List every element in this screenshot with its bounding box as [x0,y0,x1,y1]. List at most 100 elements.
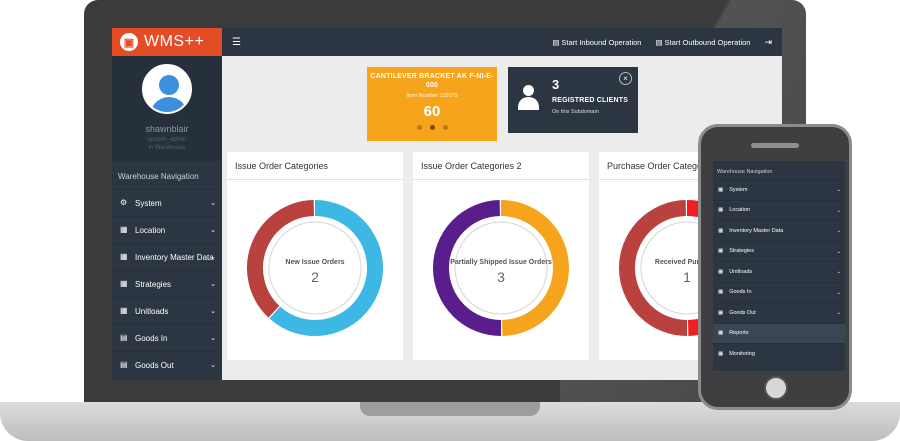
donut-chart: New Issue Orders 2 [247,200,383,336]
grid-icon: ▦ [120,306,128,315]
clients-card: 3 REGISTRED CLIENTS On this Subdomain × [508,67,638,133]
phone-nav-item-inventory-master-data[interactable]: ▦ Inventory Master Data ⌄ [713,220,845,241]
nav-icon: ▦ [718,330,724,337]
profile-warehouse: in Warehouse [148,145,186,151]
donut-center-value: 3 [497,269,505,285]
phone-nav-item-goods-out[interactable]: ▦ Goods Out ⌄ [713,302,845,323]
phone-nav-item-monitoring[interactable]: ▦ Monitoring [713,343,845,364]
phone-nav-item-goods-in[interactable]: ▦ Goods In ⌄ [713,281,845,303]
nav-icon: ▦ [718,289,724,296]
user-profile: shawnblair system_admin in Warehouse [112,56,222,161]
chevron-down-icon: ⌄ [210,254,216,261]
laptop-screen: ▣ WMS++ shawnblair system_admin in Wareh… [112,28,782,380]
donut-chart: Partially Shipped Issue Orders 3 [433,200,569,336]
profile-role: system_admin [147,137,187,143]
chevron-down-icon: ⌄ [836,269,841,275]
phone-nav-item-reports[interactable]: ▦ Reports [713,322,845,343]
profile-name: shawnblair [145,124,189,134]
item-carousel-card[interactable]: CANTILEVER BRACKET AK F-NI-E-000 Item Nu… [367,67,497,141]
phone-nav-item-system[interactable]: ▦ System ⌄ [713,179,845,200]
start-outbound-button[interactable]: ▤ Start Outbound Operation [655,37,751,47]
carousel-dot[interactable] [416,125,422,130]
chart-panel: Issue Order Categories 2 Partially Shippe… [413,152,589,360]
sidebar-item-label: Location [135,225,166,235]
nav-icon: ▦ [718,186,724,193]
card-value: 60 [423,103,441,120]
carousel-dots [367,125,497,130]
clients-sub: On this Subdomain [552,109,599,115]
sidebar-item-goods-out[interactable]: ▤ Goods Out ⌄ [112,351,222,378]
phone-nav-label: Goods In [729,289,752,296]
nav-icon: ▦ [718,268,724,275]
nav-icon: ▦ [718,309,724,316]
sidebar-item-location[interactable]: ▦ Location ⌄ [112,216,222,243]
sidebar-item-label: Unitloads [135,306,169,316]
phone-nav-item-location[interactable]: ▦ Location ⌄ [713,199,845,221]
donut-center-label: Received Purchase [655,259,719,266]
hamburger-icon[interactable]: ☰ [232,36,241,48]
logout-icon[interactable]: ⇥ [764,36,772,47]
phone-nav-label: System [729,186,748,193]
chevron-down-icon: ⌄ [836,248,841,255]
phone-speaker [751,143,799,148]
sidebar-item-system[interactable]: ⚙ System ⌄ [112,189,222,216]
sidebar-item-label: System [135,198,162,208]
nav-icon: ▦ [718,227,724,234]
dashboard-content: CANTILEVER BRACKET AK F-NI-E-000 Item Nu… [222,56,782,380]
grid-icon: ▦ [120,279,128,288]
donut-center-value: 1 [683,269,691,285]
phone-nav-label: Goods Out [729,309,756,316]
phone-nav-item-unitloads[interactable]: ▦ Unitloads ⌄ [713,261,845,282]
donut-center-label: Partially Shipped Issue Orders [450,259,552,266]
phone-nav-label: Reports [729,330,749,337]
avatar[interactable] [142,64,192,114]
sidebar-item-goods-in[interactable]: ▤ Goods In ⌄ [112,324,222,351]
nav-icon: ▦ [718,350,724,357]
sidebar-item-label: Goods In [135,333,168,343]
donut-slice[interactable] [433,200,502,336]
chevron-down-icon: ⌄ [210,281,216,288]
donut-center-value: 2 [311,269,319,285]
grid-icon: ▦ [120,225,128,234]
donut-slice[interactable] [269,200,383,336]
panel-title: Issue Order Categories 2 [413,152,589,180]
panel-title: Purchase Order Categories [599,152,775,180]
truck-icon: ▣ [120,33,138,51]
clients-count: 3 [552,77,560,92]
phone-nav-label: Location [729,207,750,214]
phone-nav-label: Monitoring [729,350,755,357]
top-bar: ☰ ▤ Start Inbound Operation ▤ Start Outb… [222,28,782,56]
donut-slice[interactable] [247,200,315,318]
home-button[interactable] [764,376,788,400]
donut-slice[interactable] [500,200,569,336]
nav-title: Warehouse Navigation [112,161,222,189]
chart-panel: Issue Order Categories New Issue Orders 2 [227,152,403,360]
phone-nav-item-strategies[interactable]: ▦ Strategies ⌄ [713,240,845,262]
donut-inner-ring [268,221,362,315]
phone-nav-label: Inventory Master Data [729,227,784,234]
sidebar-item-unitloads[interactable]: ▦ Unitloads ⌄ [112,297,222,324]
sidebar-item-strategies[interactable]: ▦ Strategies ⌄ [112,270,222,297]
sidebar-item-label: Strategies [135,279,172,289]
sidebar-item-label: Goods Out [135,360,174,370]
chevron-down-icon: ⌄ [836,310,841,316]
laptop-notch [360,402,540,416]
close-icon[interactable]: × [619,72,632,85]
start-inbound-button[interactable]: ▤ Start Inbound Operation [552,37,642,47]
carousel-dot-active[interactable] [429,125,435,130]
carousel-dot[interactable] [442,125,448,130]
donut-slice[interactable] [619,200,688,336]
sidebar-item-label: Inventory Master Data [135,252,214,262]
user-icon [516,85,540,110]
chevron-down-icon: ⌄ [836,207,841,214]
chevron-down-icon: ⌄ [836,228,841,234]
grid-icon: ▦ [120,252,128,261]
phone-nav-label: Strategies [729,248,754,255]
chevron-down-icon: ⌄ [210,308,216,315]
inbound-icon: ▤ [552,37,560,47]
app-logo[interactable]: ▣ WMS++ [112,28,222,56]
outbound-icon: ▤ [655,37,663,47]
chevron-down-icon: ⌄ [210,335,216,342]
sidebar-item-inventory-master-data[interactable]: ▦ Inventory Master Data ⌄ [112,243,222,270]
